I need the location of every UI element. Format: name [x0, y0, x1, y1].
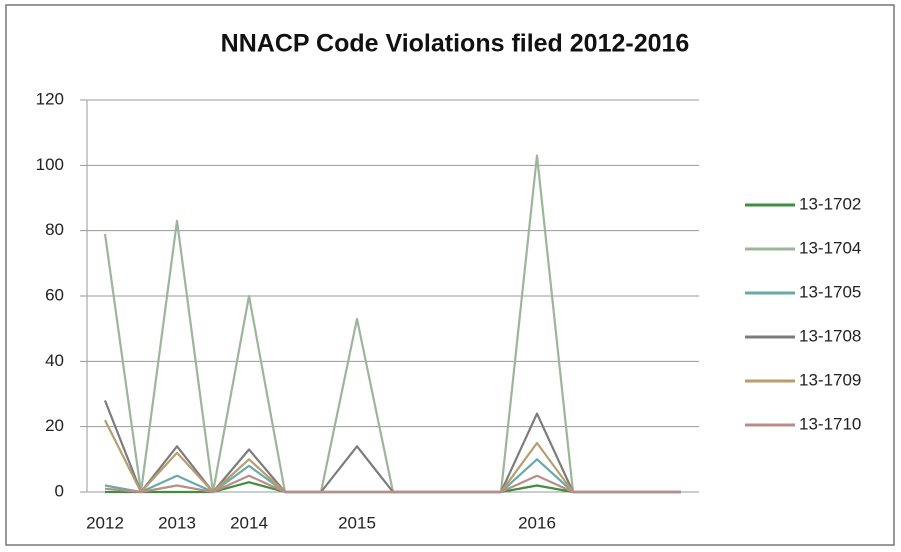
x-tick-label: 2014 — [230, 513, 268, 532]
y-tick-label: 40 — [45, 351, 64, 370]
series-line — [104, 474, 681, 494]
legend-label: 13-1705 — [799, 282, 861, 301]
x-tick-label: 2016 — [518, 513, 556, 532]
y-tick-label: 60 — [45, 285, 64, 304]
legend-label: 13-1710 — [799, 414, 861, 433]
chart-border — [5, 4, 895, 546]
y-tick-label: 20 — [45, 416, 64, 435]
y-tick-label: 80 — [45, 220, 64, 239]
chart-title: NNACP Code Violations filed 2012-2016 — [221, 30, 690, 58]
x-tick-label: 2015 — [338, 513, 376, 532]
legend-label: 13-1704 — [799, 238, 861, 257]
legend-label: 13-1708 — [799, 326, 861, 345]
legend-label: 13-1709 — [799, 370, 861, 389]
y-tick-label: 100 — [36, 155, 64, 174]
y-tick-label: 0 — [55, 481, 64, 500]
x-tick-label: 2013 — [158, 513, 196, 532]
y-tick-label: 120 — [36, 89, 64, 108]
x-tick-label: 2012 — [86, 513, 124, 532]
legend-label: 13-1702 — [799, 194, 861, 213]
